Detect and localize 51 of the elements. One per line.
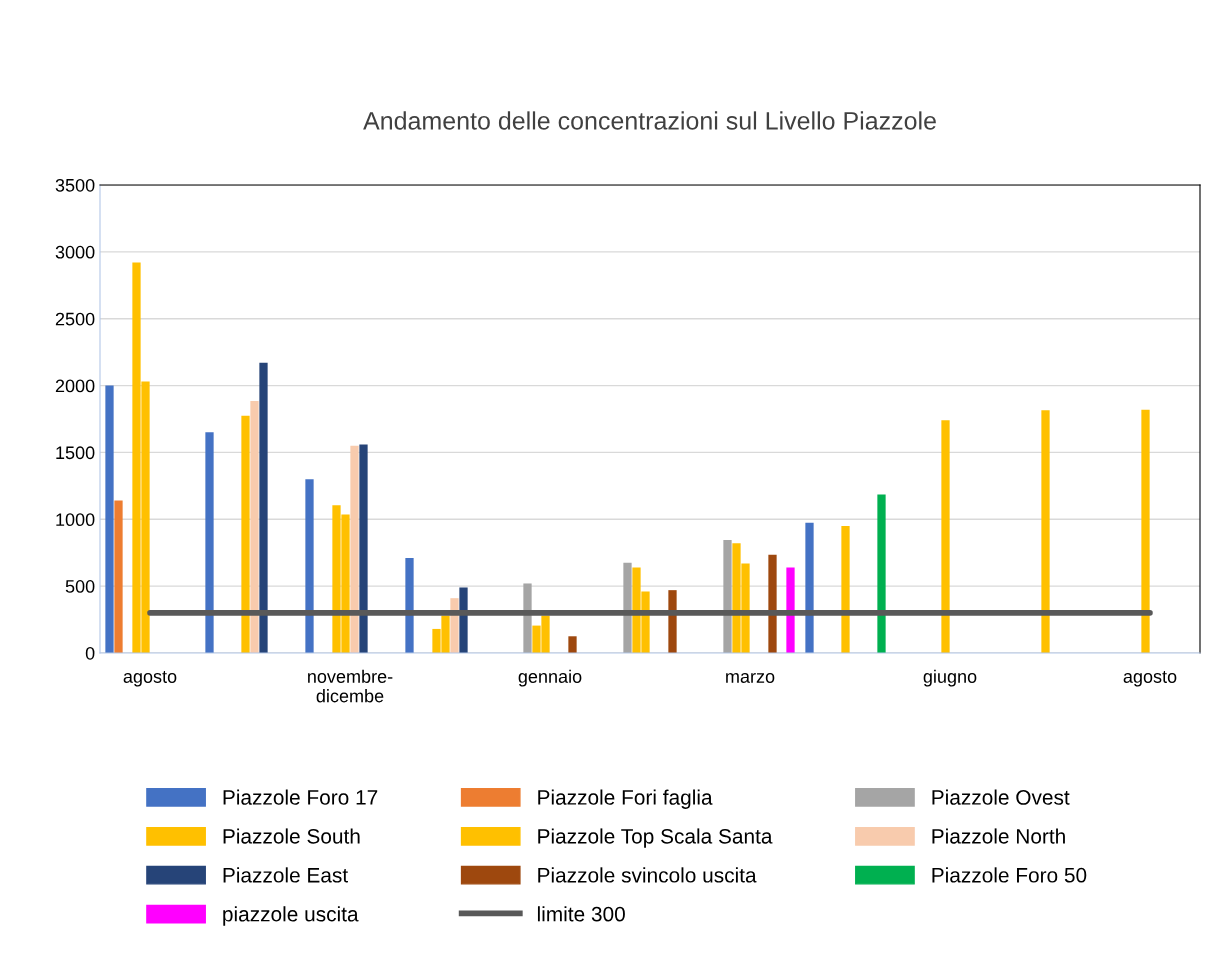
bar: [1141, 409, 1150, 653]
x-tick-label: gennaio: [518, 669, 582, 687]
legend-label: Piazzole South: [223, 828, 360, 844]
x-tick-label: agosto: [123, 671, 177, 687]
x-tick-label: agosto: [1123, 671, 1177, 687]
legend-label: Piazzole Top Scala Santa: [538, 828, 773, 848]
bar: [350, 445, 359, 653]
y-tick-label: 3500: [55, 178, 95, 192]
y-tick-label: 3000: [55, 245, 95, 259]
bar: [250, 400, 259, 653]
bar: [459, 587, 468, 653]
legend-label: Piazzole East: [223, 867, 348, 883]
bar: [114, 500, 123, 653]
bar: [241, 415, 250, 653]
bar: [623, 562, 632, 653]
bar: [305, 479, 314, 653]
bar: [877, 494, 886, 653]
y-tick-label: 2500: [55, 312, 95, 326]
y-tick-label: 0: [85, 646, 95, 660]
bar: [668, 590, 677, 653]
bar: [841, 525, 850, 653]
legend-label: Piazzole Foro 50: [932, 867, 1087, 883]
legend-label: Piazzole Ovest: [932, 789, 1070, 805]
legend-label: limite 300: [537, 906, 625, 922]
legend-label: Piazzole Fori faglia: [538, 789, 713, 809]
x-tick-label: novembre- dicembe: [308, 669, 393, 703]
y-tick-label: 500: [65, 580, 95, 593]
bar: [105, 385, 114, 653]
bar: [568, 636, 577, 653]
bar: [805, 522, 814, 653]
y-tick-label: 1000: [56, 513, 95, 527]
y-tick-label: 1500: [56, 446, 95, 460]
legend-label: Piazzole North: [932, 828, 1065, 844]
bar: [405, 558, 414, 653]
bar: [450, 598, 459, 653]
bar: [259, 362, 268, 653]
legend-label: Piazzole svincolo uscita: [538, 867, 757, 883]
chart-title: Andamento delle concentrazioni sul Livello Piazzole: [363, 111, 936, 130]
bar: [205, 432, 214, 653]
bar: [941, 420, 950, 653]
bar: [786, 567, 795, 653]
bar: [523, 583, 532, 653]
x-tick-label: marzo: [726, 673, 775, 683]
legend-label: Piazzole Foro 17: [223, 789, 378, 805]
bar: [1041, 410, 1050, 653]
bar: [768, 554, 777, 653]
x-tick-label: giugno: [923, 669, 977, 687]
y-tick-label: 2000: [55, 379, 95, 393]
legend-label: piazzole uscita: [223, 906, 359, 926]
bar: [359, 444, 368, 653]
bar: [723, 540, 732, 653]
